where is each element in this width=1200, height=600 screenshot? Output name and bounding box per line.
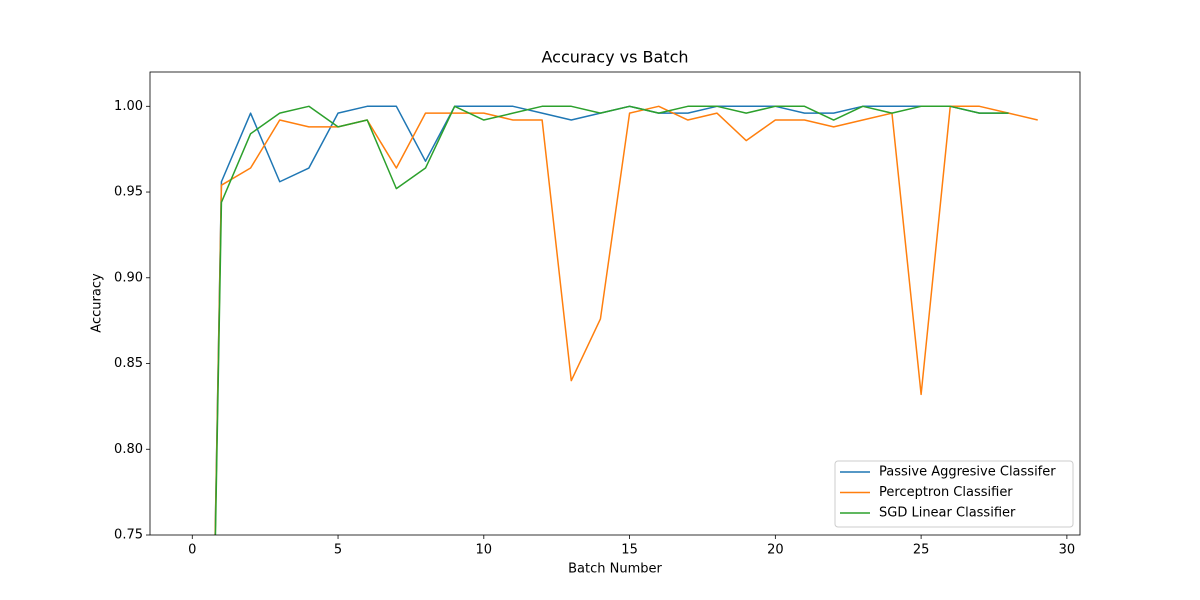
y-tick-label: 0.90	[114, 270, 143, 285]
x-tick-label: 0	[188, 543, 196, 558]
y-axis-label: Accuracy	[90, 273, 105, 333]
legend-label: Passive Aggresive Classifer	[879, 465, 1056, 480]
x-tick-label: 20	[767, 543, 784, 558]
y-tick-label: 0.80	[114, 442, 143, 457]
x-tick-label: 5	[334, 543, 342, 558]
plot-frame	[149, 71, 1081, 536]
chart-title: Accuracy vs Batch	[541, 48, 688, 67]
plot-lines	[214, 105, 1038, 535]
legend-label: SGD Linear Classifier	[879, 506, 1016, 521]
y-tick-label: 0.75	[114, 528, 143, 543]
legend-box	[834, 460, 1074, 528]
x-tick-label: 10	[476, 543, 493, 558]
x-axis-label: Batch Number	[568, 562, 662, 577]
y-tick-label: 1.00	[114, 99, 143, 114]
x-tick-label: 25	[913, 543, 930, 558]
legend-label: Perceptron Classifier	[879, 485, 1013, 500]
x-tick-label: 15	[621, 543, 638, 558]
y-tick-label: 0.85	[114, 356, 143, 371]
y-tick-label: 0.95	[114, 185, 143, 200]
series-line	[214, 105, 1038, 535]
x-tick-label: 30	[1059, 543, 1076, 558]
series-line	[214, 105, 1009, 535]
